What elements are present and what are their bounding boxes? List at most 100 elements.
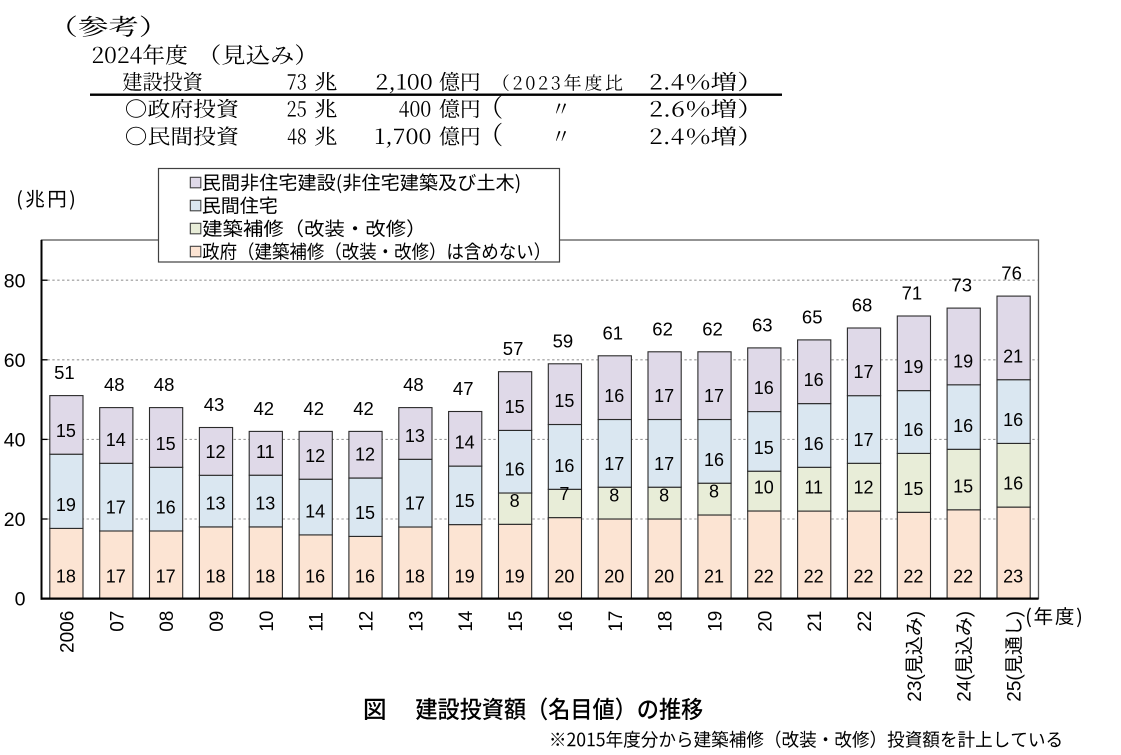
svg-text:17: 17	[853, 430, 873, 450]
svg-text:17: 17	[654, 386, 674, 406]
svg-text:17: 17	[106, 498, 126, 518]
svg-text:11: 11	[256, 442, 275, 462]
svg-text:22: 22	[853, 567, 873, 587]
svg-text:): )	[905, 611, 926, 617]
svg-text:15: 15	[56, 421, 76, 441]
svg-text:15: 15	[355, 503, 375, 523]
svg-text:12: 12	[355, 445, 375, 465]
svg-text:71: 71	[902, 283, 923, 304]
svg-text:13: 13	[205, 494, 225, 514]
svg-text:48: 48	[403, 374, 424, 395]
svg-text:7: 7	[559, 484, 569, 504]
svg-text:18: 18	[405, 567, 425, 587]
svg-text:12: 12	[853, 478, 873, 498]
svg-text:16: 16	[156, 498, 176, 518]
svg-text:16: 16	[505, 460, 525, 480]
svg-text:17: 17	[604, 454, 624, 474]
svg-text:22: 22	[855, 611, 876, 632]
svg-text:14: 14	[456, 610, 477, 632]
svg-text:19: 19	[953, 351, 973, 371]
svg-text:16: 16	[804, 370, 824, 390]
svg-text:20: 20	[604, 567, 624, 587]
svg-text:19: 19	[505, 567, 525, 587]
svg-text:16: 16	[355, 567, 375, 587]
svg-text:8: 8	[659, 486, 669, 506]
svg-text:65: 65	[802, 306, 823, 327]
svg-text:16: 16	[604, 386, 624, 406]
svg-text:42: 42	[254, 398, 275, 419]
svg-text:20: 20	[4, 509, 26, 531]
svg-text:80: 80	[4, 270, 26, 292]
svg-text:16: 16	[754, 378, 774, 398]
svg-text:17: 17	[156, 567, 176, 587]
svg-text:40: 40	[4, 430, 26, 452]
svg-text:17: 17	[853, 362, 873, 382]
svg-text:17: 17	[654, 454, 674, 474]
svg-text:24(: 24(	[955, 674, 976, 702]
svg-text:8: 8	[609, 486, 619, 506]
svg-text:19: 19	[56, 495, 76, 515]
svg-text:23(: 23(	[905, 674, 926, 702]
svg-text:18: 18	[656, 611, 677, 632]
svg-text:19: 19	[455, 567, 475, 587]
svg-text:18: 18	[205, 567, 225, 587]
svg-text:16: 16	[953, 416, 973, 436]
svg-text:07: 07	[107, 611, 128, 632]
svg-text:23: 23	[1003, 567, 1023, 587]
svg-text:17: 17	[704, 386, 724, 406]
svg-text:16: 16	[804, 434, 824, 454]
svg-text:25(: 25(	[1005, 674, 1026, 702]
svg-text:20: 20	[654, 567, 674, 587]
svg-text:19: 19	[706, 611, 727, 632]
svg-text:10: 10	[257, 611, 278, 632]
svg-text:10: 10	[754, 478, 774, 498]
svg-text:17: 17	[606, 611, 627, 632]
svg-text:47: 47	[453, 378, 474, 399]
svg-text:21: 21	[704, 567, 724, 587]
svg-text:8: 8	[709, 482, 719, 502]
svg-text:43: 43	[204, 394, 225, 415]
svg-text:15: 15	[554, 391, 574, 411]
svg-text:21: 21	[805, 611, 826, 632]
svg-text:12: 12	[357, 611, 378, 632]
svg-text:48: 48	[154, 374, 175, 395]
svg-text:16: 16	[704, 450, 724, 470]
svg-text:09: 09	[207, 611, 228, 632]
svg-text:0: 0	[15, 589, 26, 611]
svg-text:): )	[955, 611, 976, 617]
svg-text:17: 17	[106, 567, 126, 587]
svg-text:60: 60	[4, 350, 26, 372]
svg-text:22: 22	[804, 567, 824, 587]
svg-text:22: 22	[903, 567, 923, 587]
svg-text:13: 13	[405, 426, 425, 446]
svg-text:21: 21	[1003, 346, 1023, 366]
svg-text:22: 22	[754, 567, 774, 587]
svg-text:13: 13	[406, 611, 427, 632]
svg-text:16: 16	[305, 567, 325, 587]
svg-text:12: 12	[205, 442, 225, 462]
svg-text:14: 14	[455, 433, 475, 453]
svg-text:16: 16	[1003, 474, 1023, 494]
svg-text:15: 15	[156, 434, 176, 454]
svg-text:16: 16	[554, 456, 574, 476]
svg-text:13: 13	[255, 494, 275, 514]
svg-text:15: 15	[506, 611, 527, 632]
svg-text:18: 18	[255, 567, 275, 587]
svg-text:68: 68	[852, 295, 873, 316]
svg-text:73: 73	[951, 275, 972, 296]
svg-text:15: 15	[754, 438, 774, 458]
svg-text:20: 20	[755, 611, 776, 632]
svg-text:62: 62	[702, 318, 723, 339]
svg-text:11: 11	[307, 612, 328, 632]
svg-text:15: 15	[953, 476, 973, 496]
svg-text:17: 17	[405, 494, 425, 514]
svg-text:14: 14	[106, 430, 126, 450]
svg-text:11: 11	[804, 478, 823, 498]
svg-text:22: 22	[953, 567, 973, 587]
svg-text:51: 51	[54, 362, 75, 383]
svg-text:15: 15	[455, 491, 475, 511]
svg-text:14: 14	[305, 502, 325, 522]
svg-text:20: 20	[554, 567, 574, 587]
svg-text:18: 18	[56, 567, 76, 587]
svg-text:42: 42	[303, 398, 324, 419]
